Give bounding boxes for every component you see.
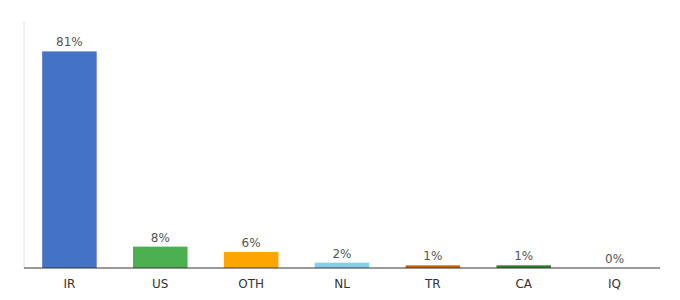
data-label: 8% xyxy=(151,231,170,245)
x-tick-label: CA xyxy=(515,277,532,291)
bar xyxy=(133,247,188,268)
x-tick-label: IQ xyxy=(608,277,621,291)
data-label: 6% xyxy=(242,236,261,250)
x-tick-label: US xyxy=(152,277,168,291)
x-tick-label: OTH xyxy=(238,277,264,291)
chart: 81% 8% 6% 2% 1% 1% 0% IR US OTH NL TR CA IQ xyxy=(0,0,680,300)
bar xyxy=(315,263,370,268)
data-labels: 81% 8% 6% 2% 1% 1% 0% xyxy=(56,35,624,266)
x-tick-label: TR xyxy=(424,277,441,291)
bar xyxy=(224,252,279,268)
data-label: 0% xyxy=(605,252,624,266)
data-label: 2% xyxy=(332,247,351,261)
x-tick-label: IR xyxy=(63,277,75,291)
data-label: 1% xyxy=(514,249,533,263)
bars xyxy=(42,51,551,268)
x-tick-labels: IR US OTH NL TR CA IQ xyxy=(63,277,621,291)
y-axis-range xyxy=(24,22,25,268)
bar xyxy=(42,51,97,268)
x-axis xyxy=(24,268,660,269)
data-label: 81% xyxy=(56,35,83,49)
chart-container: 81% 8% 6% 2% 1% 1% 0% IR US OTH NL TR CA IQ xyxy=(0,0,680,300)
data-label: 1% xyxy=(423,249,442,263)
x-tick-label: NL xyxy=(334,277,350,291)
